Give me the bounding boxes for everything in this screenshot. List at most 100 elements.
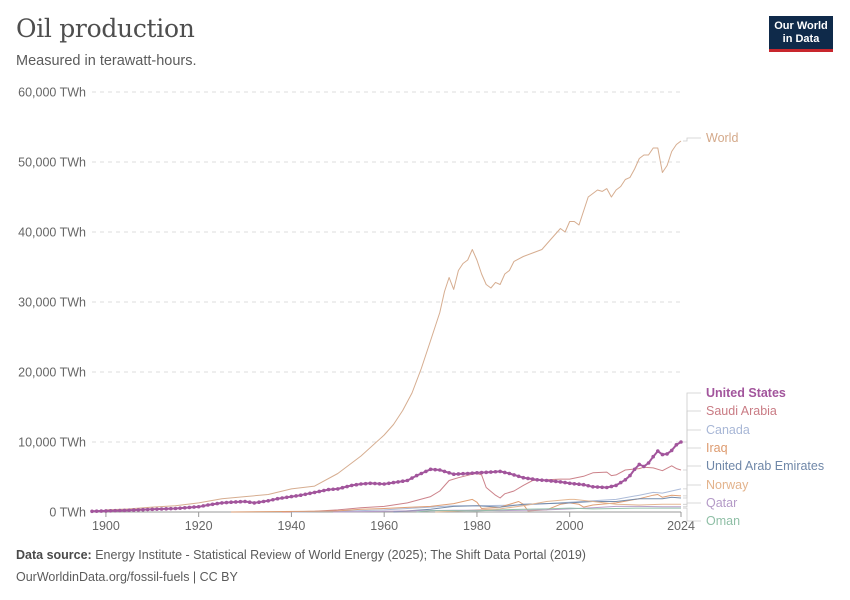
legend-label-iraq: Iraq	[706, 441, 728, 455]
us-data-point	[113, 508, 117, 513]
us-data-point	[243, 499, 247, 504]
us-data-point	[322, 488, 326, 493]
us-data-point	[577, 482, 581, 487]
y-tick-label: 40,000 TWh	[18, 226, 86, 240]
us-data-point	[354, 482, 359, 487]
us-data-point	[595, 485, 600, 489]
us-data-point	[220, 501, 224, 505]
us-data-point	[540, 478, 544, 482]
us-data-point	[345, 484, 349, 489]
us-data-point	[465, 471, 470, 476]
us-data-point	[238, 499, 243, 504]
x-tick-label: 1940	[278, 519, 306, 533]
us-data-point	[400, 479, 405, 484]
us-data-point	[331, 487, 335, 492]
legend-label-saudi-arabia: Saudi Arabia	[706, 404, 777, 418]
us-data-point	[438, 468, 442, 472]
x-tick-label: 2024	[667, 519, 695, 533]
us-data-point	[456, 472, 461, 476]
us-data-point	[419, 471, 424, 476]
us-data-point	[224, 500, 229, 505]
us-data-point	[553, 479, 558, 484]
legend-connector	[683, 410, 701, 471]
legend-label-norway: Norway	[706, 478, 749, 492]
us-data-point	[623, 478, 628, 482]
us-data-point	[303, 492, 308, 497]
us-data-point	[173, 506, 178, 511]
us-data-point	[646, 461, 651, 465]
us-data-point	[632, 467, 637, 472]
us-data-point	[201, 504, 206, 508]
owid-logo[interactable]: Our World in Data	[769, 16, 833, 52]
us-data-point	[340, 485, 345, 490]
us-data-point	[451, 472, 456, 477]
us-data-point	[122, 508, 127, 513]
us-data-point	[484, 470, 489, 475]
series-line-oman	[416, 507, 681, 513]
legend-label-canada: Canada	[706, 423, 750, 437]
us-data-point	[155, 507, 159, 511]
us-data-point	[136, 508, 141, 512]
us-data-point	[336, 487, 340, 491]
us-data-point	[210, 502, 215, 507]
us-data-point	[118, 508, 122, 513]
legend-label-united-arab-emirates: United Arab Emirates	[706, 459, 824, 473]
us-data-point	[447, 471, 451, 475]
series-line-world	[105, 140, 682, 511]
us-data-point	[373, 481, 377, 486]
us-data-point	[424, 469, 428, 474]
us-data-point	[442, 469, 447, 474]
us-data-point	[405, 478, 410, 483]
y-tick-label: 50,000 TWh	[18, 156, 86, 170]
us-data-point	[94, 509, 99, 513]
us-data-point	[215, 501, 220, 506]
us-data-point	[628, 473, 632, 478]
series-line-qatar	[333, 505, 681, 513]
legend-label-qatar: Qatar	[706, 496, 737, 510]
us-data-point	[90, 509, 94, 514]
us-data-point	[604, 485, 609, 490]
us-data-point	[618, 480, 623, 485]
us-data-point	[275, 496, 280, 501]
us-data-point	[271, 497, 275, 502]
us-data-point	[145, 507, 150, 512]
us-data-point	[591, 485, 595, 489]
us-data-point	[679, 440, 683, 444]
us-data-point	[544, 478, 549, 483]
us-data-point	[182, 506, 187, 510]
series-line-saudi-arabia	[282, 465, 682, 513]
x-tick-label: 1980	[463, 519, 491, 533]
legend-connector	[683, 392, 701, 443]
legend-label-united-states: United States	[706, 386, 786, 400]
logo-line-1: Our World	[774, 20, 828, 32]
us-data-point	[651, 454, 655, 459]
us-data-point	[252, 501, 257, 505]
legend-label-oman: Oman	[706, 514, 740, 528]
footer-link[interactable]: OurWorldinData.org/fossil-fuels | CC BY	[16, 570, 238, 584]
us-data-point	[391, 480, 396, 485]
us-data-point	[368, 481, 373, 486]
us-data-point	[428, 467, 433, 472]
x-tick-label: 1920	[185, 519, 213, 533]
axis-layer: 0 TWh 10,000 TWh 20,000 TWh 30,000 TWh 40,00…	[18, 86, 695, 534]
us-data-point	[479, 470, 484, 475]
source-note: Data source: Energy Institute - Statisti…	[16, 548, 586, 562]
us-data-point	[289, 494, 294, 499]
us-data-point	[363, 481, 368, 486]
us-data-point	[131, 508, 136, 512]
us-data-point	[108, 509, 113, 513]
us-data-point	[614, 483, 618, 488]
us-data-point	[674, 443, 679, 447]
us-data-point	[586, 483, 591, 488]
us-data-point	[461, 471, 465, 476]
us-data-point	[558, 480, 563, 484]
us-data-point	[507, 471, 512, 476]
source-text: Energy Institute - Statistical Review of…	[95, 548, 586, 562]
legend-connector	[683, 502, 701, 508]
y-tick-label: 60,000 TWh	[18, 86, 86, 100]
us-data-point	[294, 494, 298, 498]
us-data-point	[349, 483, 354, 488]
us-data-point	[247, 500, 252, 505]
us-data-point	[526, 476, 530, 481]
